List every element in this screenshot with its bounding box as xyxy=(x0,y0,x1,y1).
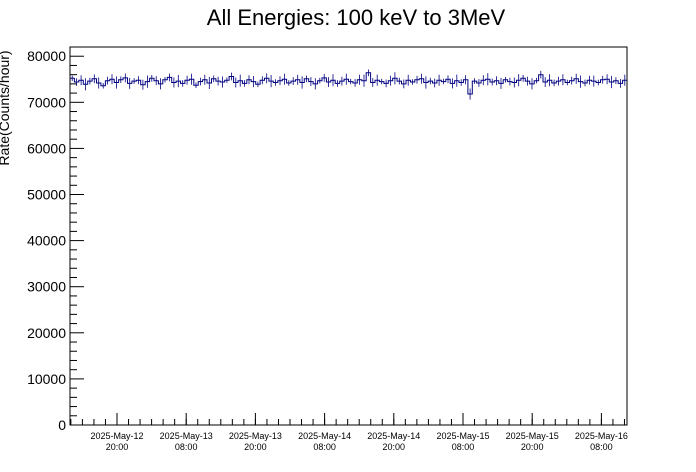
x-tick-date: 2025-May-16 xyxy=(575,431,628,441)
x-tick-time: 08:00 xyxy=(590,442,613,452)
x-tick-date: 2025-May-14 xyxy=(298,431,351,441)
x-tick-date: 2025-May-13 xyxy=(160,431,213,441)
x-tick-date: 2025-May-12 xyxy=(90,431,143,441)
y-tick-label: 40000 xyxy=(27,233,66,249)
x-tick-date: 2025-May-15 xyxy=(436,431,489,441)
y-tick-label: 10000 xyxy=(27,371,66,387)
y-axis: 0 10000 20000 30000 40000 50000 60000 70000 8000… xyxy=(27,46,84,433)
plot-frame xyxy=(69,46,628,426)
chart-title: All Energies: 100 keV to 3MeV xyxy=(207,5,506,30)
x-tick-time: 20:00 xyxy=(106,442,129,452)
x-tick-time: 08:00 xyxy=(452,442,475,452)
y-tick-label: 70000 xyxy=(27,94,66,110)
x-tick-date: 2025-May-14 xyxy=(367,431,420,441)
y-tick-label: 0 xyxy=(58,417,66,433)
series-line xyxy=(70,72,627,95)
y-tick-label: 80000 xyxy=(27,48,66,64)
y-tick-label: 60000 xyxy=(27,140,66,156)
y-tick-label: 30000 xyxy=(27,279,66,295)
x-tick-date: 2025-May-15 xyxy=(506,431,559,441)
x-axis: 2025-May-1220:002025-May-1308:002025-May… xyxy=(70,413,628,452)
y-tick-label: 20000 xyxy=(27,325,66,341)
data-series xyxy=(70,69,627,100)
y-axis-label: Rate(Counts/hour) xyxy=(0,50,12,165)
x-tick-time: 20:00 xyxy=(244,442,267,452)
x-tick-time: 08:00 xyxy=(175,442,198,452)
x-tick-date: 2025-May-13 xyxy=(229,431,282,441)
x-tick-time: 08:00 xyxy=(313,442,336,452)
x-tick-time: 20:00 xyxy=(383,442,406,452)
x-tick-time: 20:00 xyxy=(521,442,544,452)
y-tick-label: 50000 xyxy=(27,187,66,203)
